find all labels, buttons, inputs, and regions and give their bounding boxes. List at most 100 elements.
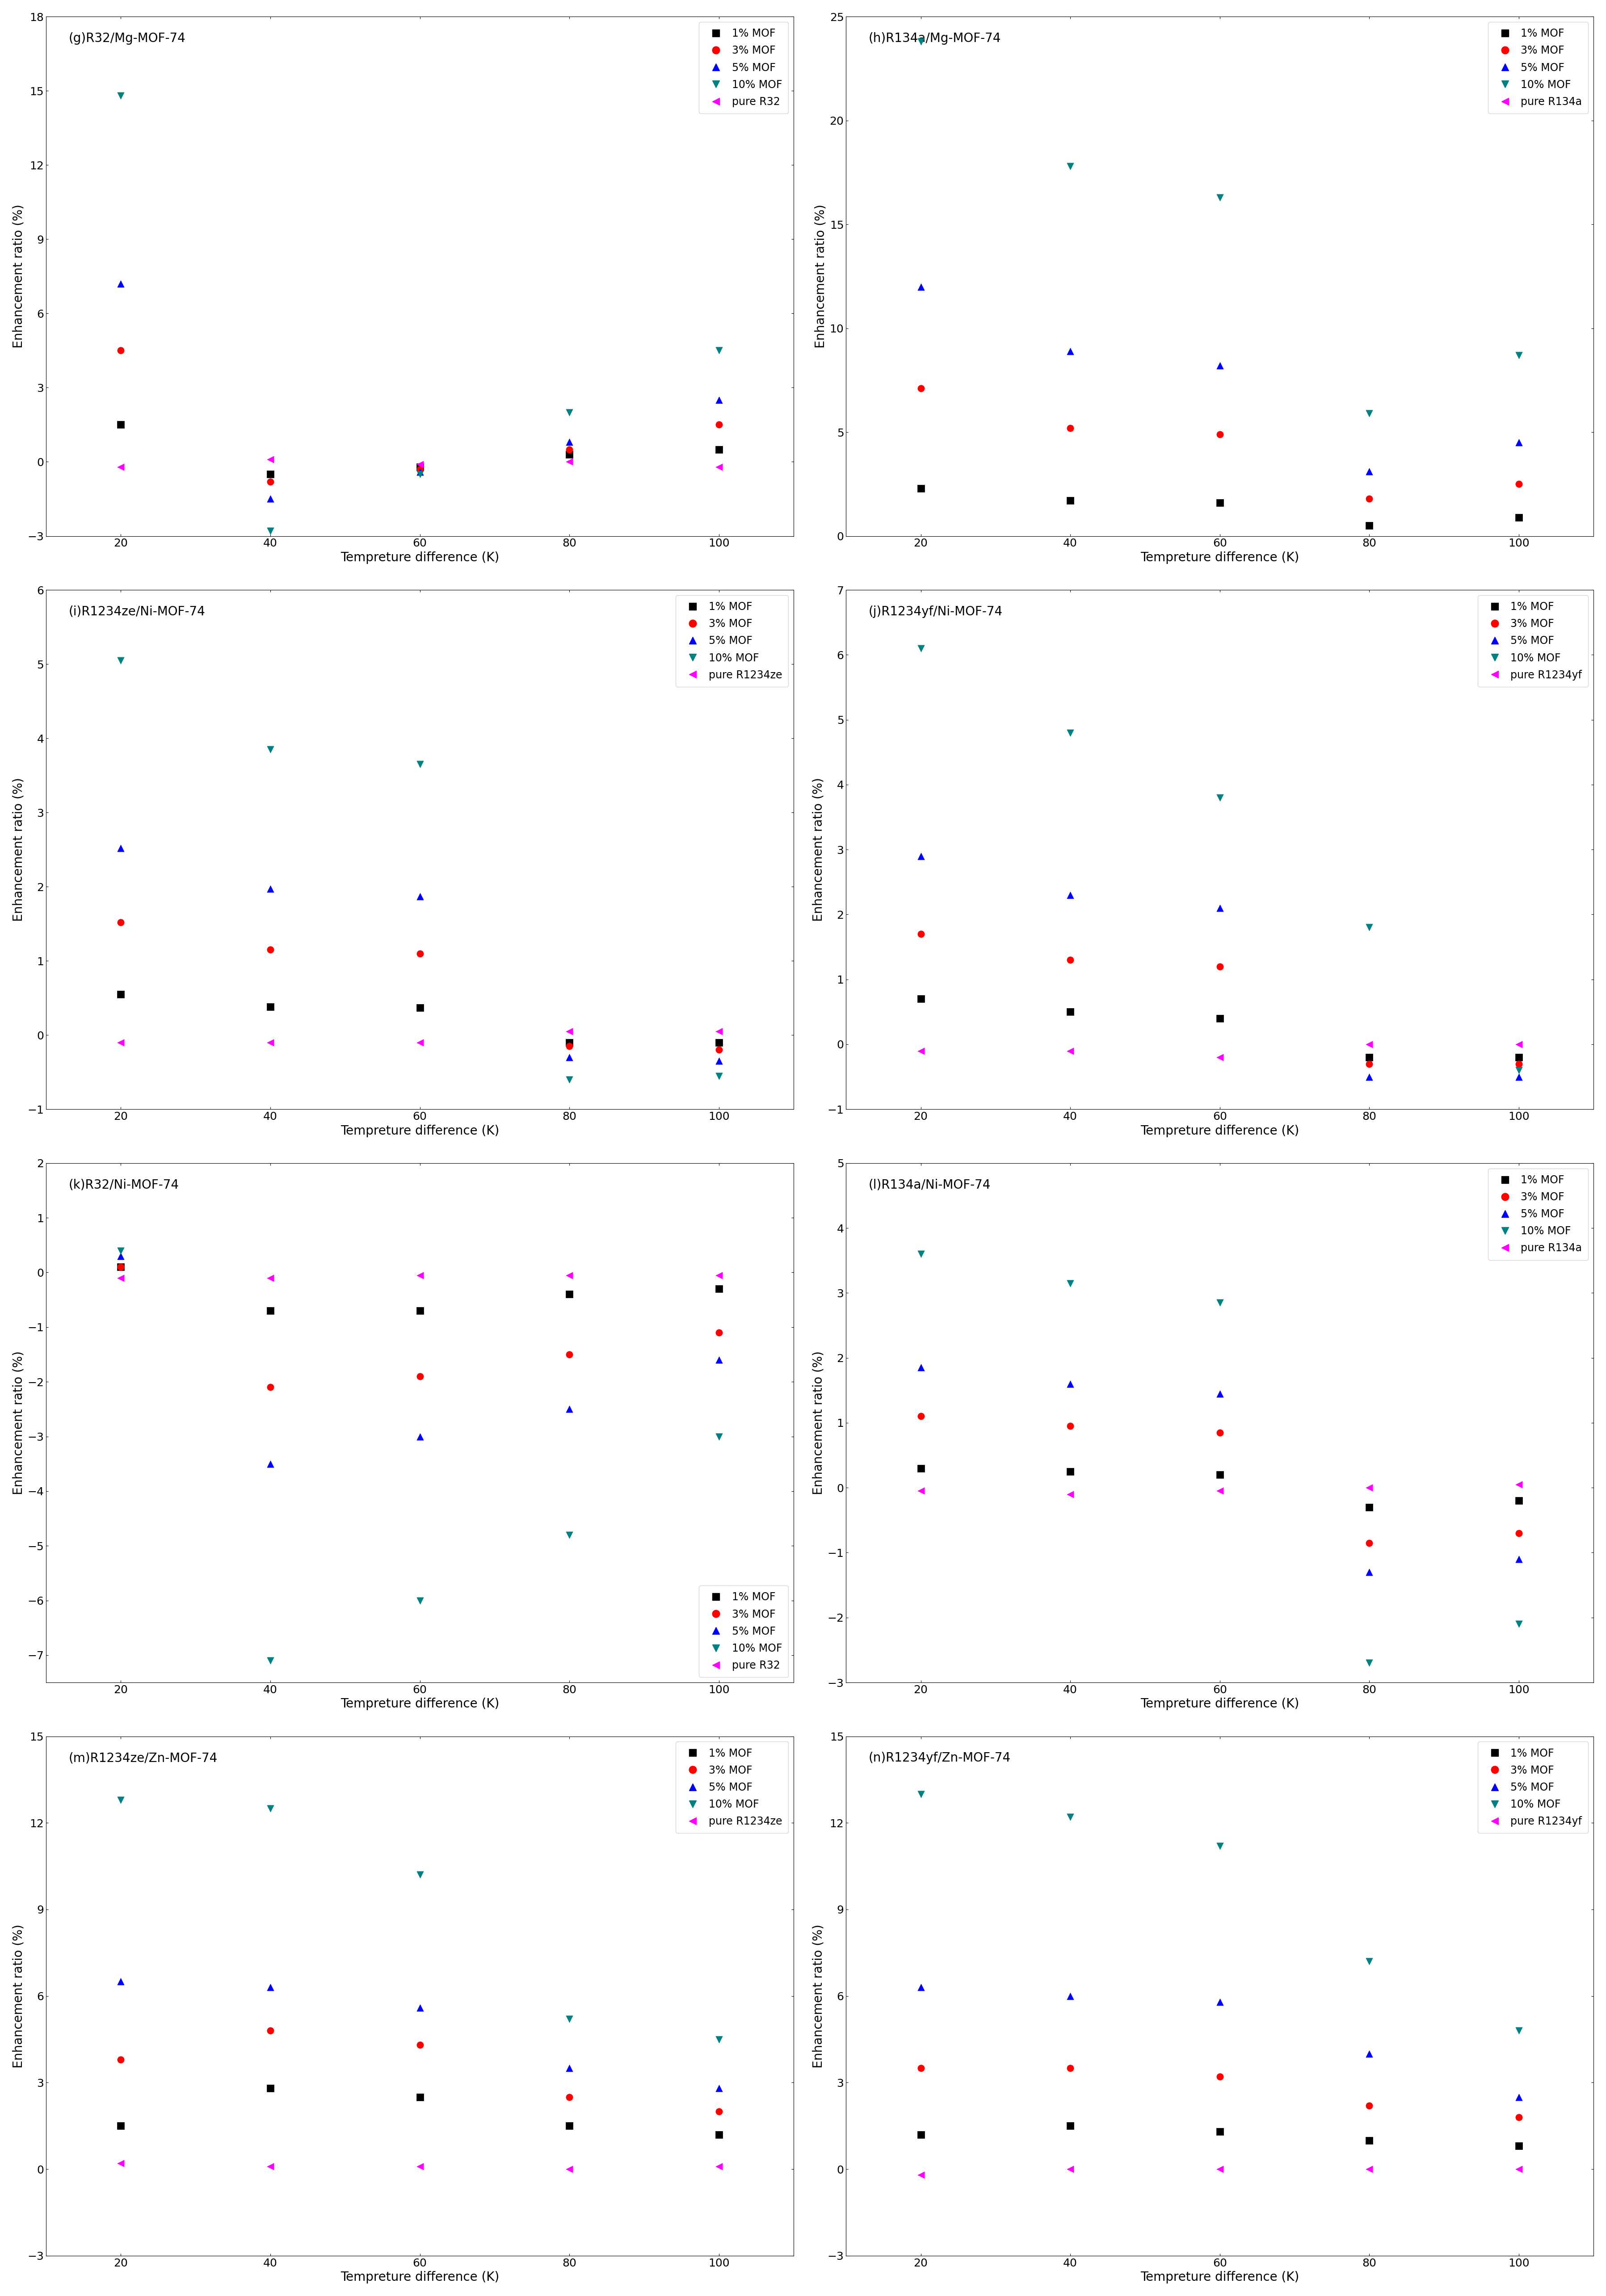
X-axis label: Tempreture difference (K): Tempreture difference (K)	[340, 551, 499, 565]
Y-axis label: Enhancement ratio (%): Enhancement ratio (%)	[13, 1924, 26, 2069]
Point	[557, 1256, 583, 1293]
Point	[406, 452, 432, 489]
Point	[257, 1024, 283, 1061]
Point	[707, 1256, 732, 1293]
Point	[1506, 1058, 1532, 1095]
Point	[1357, 2034, 1383, 2071]
Point	[1506, 1605, 1532, 1642]
X-axis label: Tempreture difference (K): Tempreture difference (K)	[340, 1697, 499, 1711]
Legend: 1% MOF, 3% MOF, 5% MOF, 10% MOF, pure R32: 1% MOF, 3% MOF, 5% MOF, 10% MOF, pure R3…	[699, 1587, 789, 1676]
Point	[707, 406, 732, 443]
Point	[257, 2147, 283, 2183]
Point	[557, 2151, 583, 2188]
Point	[1506, 521, 1532, 558]
X-axis label: Tempreture difference (K): Tempreture difference (K)	[1140, 1697, 1299, 1711]
Point	[1357, 1554, 1383, 1591]
Point	[1506, 2099, 1532, 2135]
Point	[1057, 2050, 1082, 2087]
Point	[1357, 395, 1383, 432]
Point	[108, 406, 133, 443]
Text: (l)R134a/Ni-MOF-74: (l)R134a/Ni-MOF-74	[869, 1178, 991, 1192]
Point	[707, 1341, 732, 1378]
Point	[707, 1058, 732, 1095]
Point	[1357, 1045, 1383, 1081]
Point	[1208, 1984, 1233, 2020]
Point	[108, 643, 133, 680]
Point	[1208, 948, 1233, 985]
Text: (h)R134a/Mg-MOF-74: (h)R134a/Mg-MOF-74	[869, 32, 1001, 44]
Point	[406, 457, 432, 494]
Point	[257, 2071, 283, 2108]
Point	[257, 932, 283, 969]
Point	[108, 1782, 133, 1818]
Point	[557, 1391, 583, 1428]
Text: (g)R32/Mg-MOF-74: (g)R32/Mg-MOF-74	[69, 32, 186, 44]
Point	[406, 1256, 432, 1293]
Point	[557, 1061, 583, 1097]
Text: (i)R1234ze/Ni-MOF-74: (i)R1234ze/Ni-MOF-74	[69, 606, 206, 618]
Point	[108, 78, 133, 115]
Point	[257, 870, 283, 907]
Point	[907, 2117, 933, 2154]
Point	[907, 2050, 933, 2087]
Point	[108, 976, 133, 1013]
Point	[1057, 409, 1082, 445]
Point	[1357, 909, 1383, 946]
Point	[257, 1261, 283, 1297]
Point	[257, 480, 283, 517]
Point	[707, 333, 732, 370]
Point	[406, 2078, 432, 2115]
Point	[1357, 1469, 1383, 1506]
Y-axis label: Enhancement ratio (%): Enhancement ratio (%)	[813, 1350, 825, 1495]
Point	[1057, 1453, 1082, 1490]
Point	[108, 1233, 133, 1270]
Point	[1057, 877, 1082, 914]
Point	[1506, 1045, 1532, 1081]
Point	[1506, 1040, 1532, 1077]
Point	[557, 443, 583, 480]
Text: (j)R1234yf/Ni-MOF-74: (j)R1234yf/Ni-MOF-74	[869, 606, 1002, 618]
Point	[557, 1029, 583, 1065]
Point	[1208, 1001, 1233, 1038]
Point	[557, 425, 583, 461]
Point	[108, 905, 133, 941]
Point	[1208, 1375, 1233, 1412]
Point	[108, 1261, 133, 1297]
Point	[1506, 338, 1532, 374]
Point	[907, 629, 933, 666]
Point	[707, 1419, 732, 1456]
Point	[257, 1642, 283, 1678]
Point	[1057, 333, 1082, 370]
Point	[907, 838, 933, 875]
Point	[1057, 482, 1082, 519]
Point	[907, 1449, 933, 1486]
Point	[707, 2094, 732, 2131]
Point	[907, 1350, 933, 1387]
Point	[108, 266, 133, 303]
Point	[406, 2027, 432, 2064]
Point	[1208, 1040, 1233, 1077]
Point	[406, 1024, 432, 1061]
Point	[1506, 2078, 1532, 2115]
Y-axis label: Enhancement ratio (%): Enhancement ratio (%)	[13, 778, 26, 921]
Point	[108, 1249, 133, 1286]
Point	[257, 1293, 283, 1329]
Point	[907, 916, 933, 953]
Point	[406, 1988, 432, 2025]
Y-axis label: Enhancement ratio (%): Enhancement ratio (%)	[13, 1350, 26, 1495]
Point	[1057, 1476, 1082, 1513]
Point	[1208, 2151, 1233, 2188]
Point	[406, 445, 432, 482]
Point	[108, 448, 133, 484]
Point	[257, 990, 283, 1026]
Point	[557, 2050, 583, 2087]
Point	[1057, 147, 1082, 184]
Point	[1208, 523, 1233, 560]
Point	[108, 2041, 133, 2078]
Point	[1506, 466, 1532, 503]
Point	[1357, 1026, 1383, 1063]
Point	[1208, 1456, 1233, 1492]
Point	[707, 1042, 732, 1079]
Point	[1057, 2108, 1082, 2144]
Point	[108, 1249, 133, 1286]
